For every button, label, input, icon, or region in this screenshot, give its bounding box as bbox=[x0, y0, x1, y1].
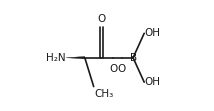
Text: O: O bbox=[97, 14, 106, 24]
Polygon shape bbox=[66, 56, 85, 59]
Text: B: B bbox=[129, 53, 137, 63]
Text: H₂N: H₂N bbox=[46, 53, 65, 63]
Text: O: O bbox=[118, 64, 126, 74]
Text: OH: OH bbox=[145, 77, 161, 87]
Text: OH: OH bbox=[145, 28, 161, 38]
Text: O: O bbox=[109, 64, 117, 74]
Text: CH₃: CH₃ bbox=[94, 89, 113, 99]
